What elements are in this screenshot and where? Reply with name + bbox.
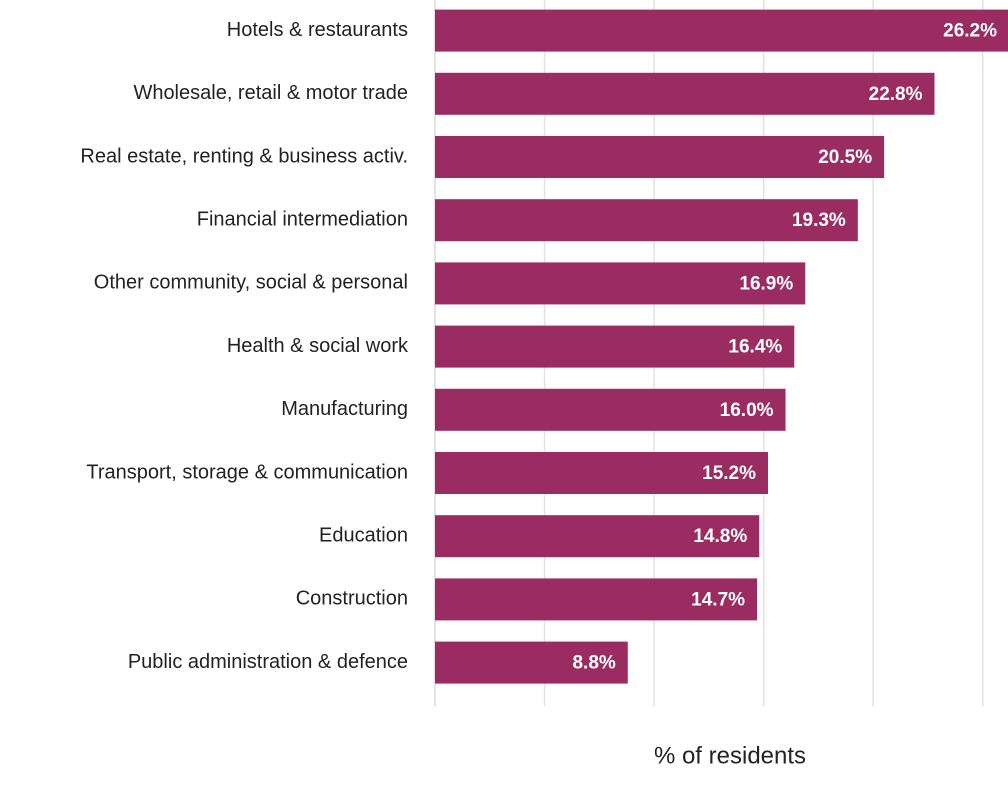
- category-label: Real estate, renting & business activ.: [80, 145, 408, 167]
- category-label: Financial intermediation: [197, 208, 408, 230]
- value-label: 16.0%: [720, 400, 774, 421]
- bar: [435, 578, 758, 621]
- value-label: 8.8%: [572, 653, 615, 674]
- value-label: 26.2%: [943, 21, 997, 42]
- bar: [435, 388, 786, 431]
- value-label: 20.5%: [818, 147, 872, 168]
- bar: [435, 9, 1008, 52]
- category-label: Health & social work: [227, 335, 409, 357]
- bar: [435, 199, 858, 242]
- category-label: Wholesale, retail & motor trade: [133, 82, 408, 104]
- value-label: 14.8%: [693, 526, 747, 547]
- category-label: Public administration & defence: [128, 651, 408, 673]
- category-label: Construction: [296, 588, 408, 610]
- value-label: 16.9%: [739, 273, 793, 294]
- category-label: Other community, social & personal: [94, 272, 408, 294]
- value-label: 15.2%: [702, 463, 756, 484]
- bar: [435, 136, 885, 178]
- bar: [435, 641, 628, 684]
- category-label: Hotels & restaurants: [227, 19, 408, 41]
- bar: [435, 452, 769, 494]
- value-label: 14.7%: [691, 589, 745, 610]
- category-label: Education: [319, 524, 408, 546]
- category-label: Manufacturing: [281, 398, 408, 420]
- bar: [435, 325, 795, 368]
- value-label: 16.4%: [728, 337, 782, 358]
- bar: [435, 72, 935, 115]
- category-label: Transport, storage & communication: [86, 461, 408, 483]
- x-axis-title: % of residents: [654, 742, 806, 769]
- bar: [435, 262, 806, 305]
- bar: [435, 515, 760, 558]
- value-label: 19.3%: [792, 210, 846, 231]
- value-label: 22.8%: [869, 84, 923, 105]
